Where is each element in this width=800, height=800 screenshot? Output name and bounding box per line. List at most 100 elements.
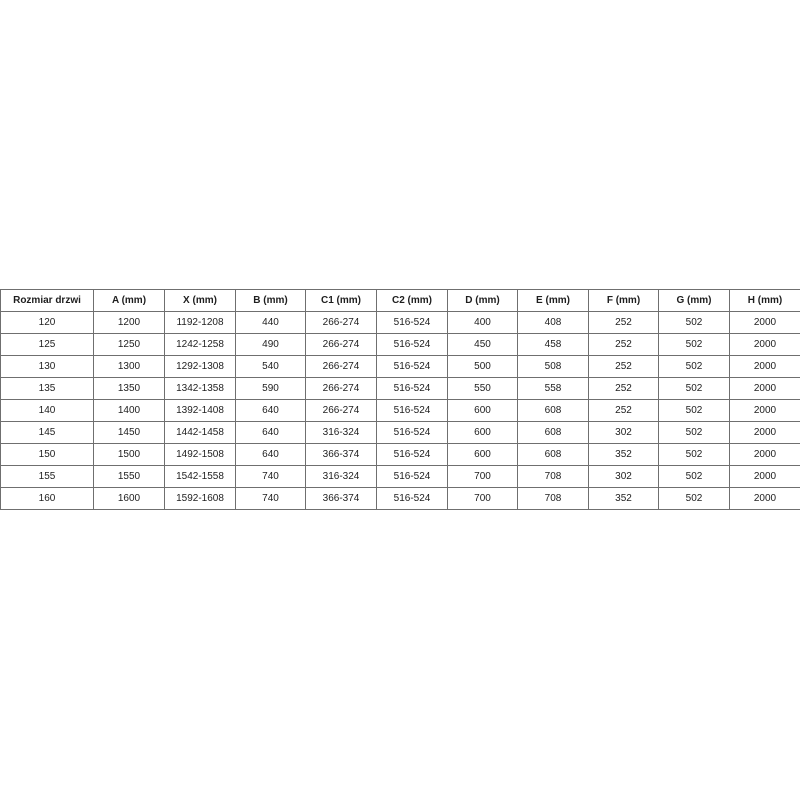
table-cell: 266-274 bbox=[305, 355, 377, 378]
table-cell: 600 bbox=[447, 399, 518, 422]
table-cell: 502 bbox=[658, 355, 730, 378]
table-cell: 160 bbox=[0, 487, 94, 510]
table-row: 140 1400 1392-1408 640 266-274 516-524 600 608 2… bbox=[0, 399, 800, 422]
table-cell: 1250 bbox=[93, 333, 165, 356]
table-cell: 450 bbox=[447, 333, 518, 356]
table-cell: 516-524 bbox=[376, 355, 448, 378]
table-cell: 708 bbox=[517, 487, 589, 510]
table-cell: 502 bbox=[658, 421, 730, 444]
table-cell: 1600 bbox=[93, 487, 165, 510]
column-header: C1 (mm) bbox=[305, 289, 377, 312]
table-cell: 590 bbox=[235, 377, 306, 400]
table-cell: 1492-1508 bbox=[164, 443, 236, 466]
table-cell: 550 bbox=[447, 377, 518, 400]
table-cell: 516-524 bbox=[376, 333, 448, 356]
table-cell: 640 bbox=[235, 421, 306, 444]
table-cell: 1300 bbox=[93, 355, 165, 378]
table-cell: 508 bbox=[517, 355, 589, 378]
table-cell: 458 bbox=[517, 333, 589, 356]
table-cell: 1400 bbox=[93, 399, 165, 422]
table-cell: 502 bbox=[658, 377, 730, 400]
table-cell: 252 bbox=[588, 355, 659, 378]
table-cell: 516-524 bbox=[376, 443, 448, 466]
table-cell: 1500 bbox=[93, 443, 165, 466]
table-cell: 366-374 bbox=[305, 487, 377, 510]
column-header: H (mm) bbox=[729, 289, 800, 312]
table-cell: 740 bbox=[235, 465, 306, 488]
table-cell: 1392-1408 bbox=[164, 399, 236, 422]
table-cell: 2000 bbox=[729, 311, 800, 334]
table-cell: 1450 bbox=[93, 421, 165, 444]
table-cell: 252 bbox=[588, 399, 659, 422]
table-cell: 1542-1558 bbox=[164, 465, 236, 488]
table-cell: 120 bbox=[0, 311, 94, 334]
table-cell: 608 bbox=[517, 421, 589, 444]
table-cell: 1192-1208 bbox=[164, 311, 236, 334]
table-cell: 600 bbox=[447, 443, 518, 466]
table-row: 145 1450 1442-1458 640 316-324 516-524 600 608 3… bbox=[0, 421, 800, 444]
table-cell: 502 bbox=[658, 333, 730, 356]
table-cell: 135 bbox=[0, 377, 94, 400]
table-row: 155 1550 1542-1558 740 316-324 516-524 700 708 3… bbox=[0, 465, 800, 488]
table-cell: 155 bbox=[0, 465, 94, 488]
table-cell: 266-274 bbox=[305, 333, 377, 356]
table-cell: 516-524 bbox=[376, 421, 448, 444]
table-cell: 516-524 bbox=[376, 311, 448, 334]
table-cell: 252 bbox=[588, 333, 659, 356]
table-cell: 252 bbox=[588, 377, 659, 400]
column-header: C2 (mm) bbox=[376, 289, 448, 312]
table-cell: 408 bbox=[517, 311, 589, 334]
table-cell: 740 bbox=[235, 487, 306, 510]
table-row: 130 1300 1292-1308 540 266-274 516-524 500 508 2… bbox=[0, 355, 800, 378]
table-cell: 266-274 bbox=[305, 399, 377, 422]
table-cell: 352 bbox=[588, 487, 659, 510]
table-cell: 140 bbox=[0, 399, 94, 422]
table-cell: 130 bbox=[0, 355, 94, 378]
table-row: 135 1350 1342-1358 590 266-274 516-524 550 558 2… bbox=[0, 377, 800, 400]
column-header: E (mm) bbox=[517, 289, 589, 312]
table-cell: 700 bbox=[447, 487, 518, 510]
column-header: X (mm) bbox=[164, 289, 236, 312]
table-cell: 400 bbox=[447, 311, 518, 334]
table-cell: 640 bbox=[235, 443, 306, 466]
table-cell: 558 bbox=[517, 377, 589, 400]
table-cell: 145 bbox=[0, 421, 94, 444]
table-cell: 1242-1258 bbox=[164, 333, 236, 356]
table-cell: 500 bbox=[447, 355, 518, 378]
column-header: D (mm) bbox=[447, 289, 518, 312]
table-cell: 252 bbox=[588, 311, 659, 334]
table-cell: 2000 bbox=[729, 421, 800, 444]
table-cell: 266-274 bbox=[305, 311, 377, 334]
table-row: 150 1500 1492-1508 640 366-374 516-524 600 608 3… bbox=[0, 443, 800, 466]
table-cell: 266-274 bbox=[305, 377, 377, 400]
table-cell: 1292-1308 bbox=[164, 355, 236, 378]
table-cell: 502 bbox=[658, 443, 730, 466]
table-cell: 700 bbox=[447, 465, 518, 488]
table-cell: 502 bbox=[658, 487, 730, 510]
table-cell: 316-324 bbox=[305, 421, 377, 444]
table-cell: 608 bbox=[517, 399, 589, 422]
table-cell: 1342-1358 bbox=[164, 377, 236, 400]
table-cell: 2000 bbox=[729, 465, 800, 488]
table-cell: 2000 bbox=[729, 487, 800, 510]
table-row: 125 1250 1242-1258 490 266-274 516-524 450 458 2… bbox=[0, 333, 800, 356]
table-cell: 2000 bbox=[729, 443, 800, 466]
table-cell: 640 bbox=[235, 399, 306, 422]
table-cell: 600 bbox=[447, 421, 518, 444]
table-cell: 1592-1608 bbox=[164, 487, 236, 510]
table-cell: 150 bbox=[0, 443, 94, 466]
column-header: G (mm) bbox=[658, 289, 730, 312]
table-cell: 2000 bbox=[729, 399, 800, 422]
table-cell: 516-524 bbox=[376, 399, 448, 422]
table-cell: 516-524 bbox=[376, 465, 448, 488]
table-cell: 1350 bbox=[93, 377, 165, 400]
table-cell: 490 bbox=[235, 333, 306, 356]
column-header: A (mm) bbox=[93, 289, 165, 312]
table-cell: 2000 bbox=[729, 377, 800, 400]
table-cell: 608 bbox=[517, 443, 589, 466]
table-cell: 1200 bbox=[93, 311, 165, 334]
table-cell: 1442-1458 bbox=[164, 421, 236, 444]
table-cell: 502 bbox=[658, 399, 730, 422]
table-cell: 352 bbox=[588, 443, 659, 466]
dimensions-table: Rozmiar drzwi A (mm) X (mm) B (mm) C1 (mm) C2… bbox=[0, 289, 800, 510]
